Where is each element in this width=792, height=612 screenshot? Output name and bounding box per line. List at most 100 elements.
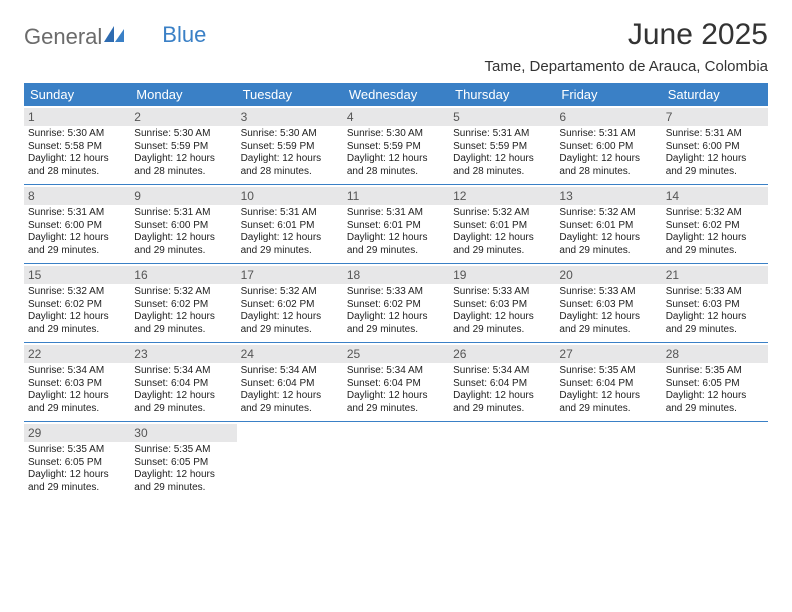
sunrise-text: Sunrise: 5:31 AM (241, 207, 339, 220)
title-block: June 2025 Tame, Departamento de Arauca, … (485, 18, 768, 75)
day-header: Thursday (449, 83, 555, 106)
sunrise-text: Sunrise: 5:31 AM (134, 207, 232, 220)
daylight-text: Daylight: 12 hours (134, 311, 232, 324)
sunset-text: Sunset: 6:00 PM (559, 141, 657, 154)
sunset-text: Sunset: 6:01 PM (347, 220, 445, 233)
daylight-text: Daylight: 12 hours (241, 390, 339, 403)
sunrise-text: Sunrise: 5:34 AM (453, 365, 551, 378)
day-cell: 18Sunrise: 5:33 AMSunset: 6:02 PMDayligh… (343, 264, 449, 342)
sunrise-text: Sunrise: 5:30 AM (241, 128, 339, 141)
sunrise-text: Sunrise: 5:34 AM (241, 365, 339, 378)
sunset-text: Sunset: 6:01 PM (559, 220, 657, 233)
daylight-text: and 29 minutes. (241, 403, 339, 416)
day-number: 11 (343, 187, 449, 205)
daylight-text: and 28 minutes. (559, 166, 657, 179)
day-number: 24 (237, 345, 343, 363)
daylight-text: Daylight: 12 hours (666, 311, 764, 324)
day-number: 26 (449, 345, 555, 363)
daylight-text: and 29 minutes. (241, 245, 339, 258)
sunset-text: Sunset: 6:02 PM (347, 299, 445, 312)
sunrise-text: Sunrise: 5:33 AM (666, 286, 764, 299)
day-cell: 6Sunrise: 5:31 AMSunset: 6:00 PMDaylight… (555, 106, 661, 184)
daylight-text: Daylight: 12 hours (241, 153, 339, 166)
day-number: 17 (237, 266, 343, 284)
day-cell: 21Sunrise: 5:33 AMSunset: 6:03 PMDayligh… (662, 264, 768, 342)
week-row: 8Sunrise: 5:31 AMSunset: 6:00 PMDaylight… (24, 184, 768, 263)
day-cell: 16Sunrise: 5:32 AMSunset: 6:02 PMDayligh… (130, 264, 236, 342)
daylight-text: Daylight: 12 hours (347, 311, 445, 324)
day-cell: 10Sunrise: 5:31 AMSunset: 6:01 PMDayligh… (237, 185, 343, 263)
day-header-row: Sunday Monday Tuesday Wednesday Thursday… (24, 83, 768, 106)
day-number: 23 (130, 345, 236, 363)
sunrise-text: Sunrise: 5:35 AM (666, 365, 764, 378)
sunset-text: Sunset: 6:01 PM (453, 220, 551, 233)
daylight-text: and 29 minutes. (559, 324, 657, 337)
day-number: 7 (662, 108, 768, 126)
logo: General Blue (24, 18, 206, 50)
daylight-text: Daylight: 12 hours (559, 153, 657, 166)
day-cell: 2Sunrise: 5:30 AMSunset: 5:59 PMDaylight… (130, 106, 236, 184)
sunrise-text: Sunrise: 5:34 AM (28, 365, 126, 378)
daylight-text: Daylight: 12 hours (347, 390, 445, 403)
daylight-text: Daylight: 12 hours (453, 153, 551, 166)
day-cell: 23Sunrise: 5:34 AMSunset: 6:04 PMDayligh… (130, 343, 236, 421)
daylight-text: Daylight: 12 hours (559, 232, 657, 245)
daylight-text: Daylight: 12 hours (134, 390, 232, 403)
day-number: 13 (555, 187, 661, 205)
week-row: 1Sunrise: 5:30 AMSunset: 5:58 PMDaylight… (24, 106, 768, 184)
sunrise-text: Sunrise: 5:33 AM (559, 286, 657, 299)
day-cell: 28Sunrise: 5:35 AMSunset: 6:05 PMDayligh… (662, 343, 768, 421)
day-cell (662, 422, 768, 500)
daylight-text: Daylight: 12 hours (666, 153, 764, 166)
day-cell: 22Sunrise: 5:34 AMSunset: 6:03 PMDayligh… (24, 343, 130, 421)
daylight-text: Daylight: 12 hours (28, 232, 126, 245)
daylight-text: and 29 minutes. (347, 245, 445, 258)
day-number: 12 (449, 187, 555, 205)
sunrise-text: Sunrise: 5:35 AM (559, 365, 657, 378)
sunset-text: Sunset: 5:59 PM (453, 141, 551, 154)
daylight-text: Daylight: 12 hours (28, 469, 126, 482)
daylight-text: and 29 minutes. (28, 245, 126, 258)
sunrise-text: Sunrise: 5:34 AM (347, 365, 445, 378)
day-cell: 19Sunrise: 5:33 AMSunset: 6:03 PMDayligh… (449, 264, 555, 342)
day-cell (237, 422, 343, 500)
day-header: Wednesday (343, 83, 449, 106)
day-header: Sunday (24, 83, 130, 106)
daylight-text: and 29 minutes. (28, 324, 126, 337)
day-number: 16 (130, 266, 236, 284)
sunset-text: Sunset: 6:05 PM (28, 457, 126, 470)
day-number: 2 (130, 108, 236, 126)
day-number: 21 (662, 266, 768, 284)
header: General Blue June 2025 Tame, Departament… (24, 18, 768, 75)
day-cell: 25Sunrise: 5:34 AMSunset: 6:04 PMDayligh… (343, 343, 449, 421)
day-cell: 14Sunrise: 5:32 AMSunset: 6:02 PMDayligh… (662, 185, 768, 263)
daylight-text: Daylight: 12 hours (559, 390, 657, 403)
day-cell: 30Sunrise: 5:35 AMSunset: 6:05 PMDayligh… (130, 422, 236, 500)
sunrise-text: Sunrise: 5:34 AM (134, 365, 232, 378)
sunset-text: Sunset: 6:02 PM (28, 299, 126, 312)
day-number: 22 (24, 345, 130, 363)
week-row: 29Sunrise: 5:35 AMSunset: 6:05 PMDayligh… (24, 421, 768, 500)
day-number: 9 (130, 187, 236, 205)
sunrise-text: Sunrise: 5:35 AM (134, 444, 232, 457)
daylight-text: and 29 minutes. (559, 403, 657, 416)
daylight-text: and 29 minutes. (134, 482, 232, 495)
sunset-text: Sunset: 6:03 PM (559, 299, 657, 312)
day-cell: 11Sunrise: 5:31 AMSunset: 6:01 PMDayligh… (343, 185, 449, 263)
day-number: 10 (237, 187, 343, 205)
daylight-text: and 29 minutes. (134, 403, 232, 416)
day-number: 15 (24, 266, 130, 284)
sunrise-text: Sunrise: 5:35 AM (28, 444, 126, 457)
sunset-text: Sunset: 6:03 PM (28, 378, 126, 391)
day-number: 18 (343, 266, 449, 284)
day-number: 20 (555, 266, 661, 284)
daylight-text: and 29 minutes. (28, 482, 126, 495)
sunrise-text: Sunrise: 5:32 AM (453, 207, 551, 220)
sunset-text: Sunset: 6:01 PM (241, 220, 339, 233)
daylight-text: and 29 minutes. (347, 324, 445, 337)
day-cell: 29Sunrise: 5:35 AMSunset: 6:05 PMDayligh… (24, 422, 130, 500)
day-cell: 9Sunrise: 5:31 AMSunset: 6:00 PMDaylight… (130, 185, 236, 263)
daylight-text: Daylight: 12 hours (347, 232, 445, 245)
day-number: 6 (555, 108, 661, 126)
sunrise-text: Sunrise: 5:32 AM (28, 286, 126, 299)
